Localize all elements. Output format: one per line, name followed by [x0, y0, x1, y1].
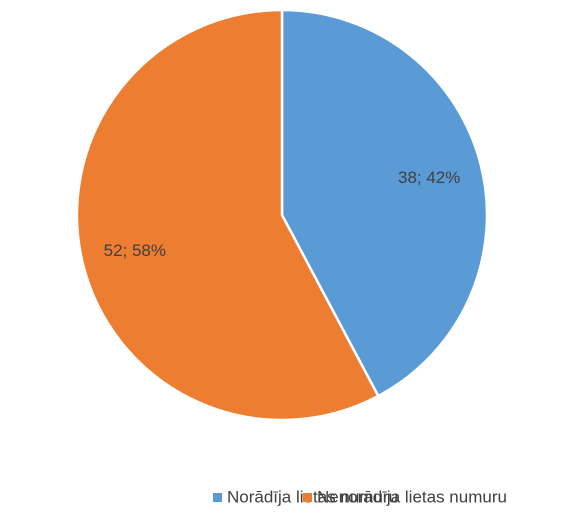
legend-swatch [303, 493, 312, 502]
data-label: 52; 58% [104, 241, 166, 260]
pie-slice [280, 8, 489, 398]
data-label: 38; 42% [398, 168, 460, 187]
legend-label: Nenorādīja lietas numuru [317, 487, 507, 506]
legend-swatch [213, 493, 222, 502]
pie-slice [75, 8, 380, 422]
legend-label: Norādīja lietas numuru [227, 487, 398, 506]
